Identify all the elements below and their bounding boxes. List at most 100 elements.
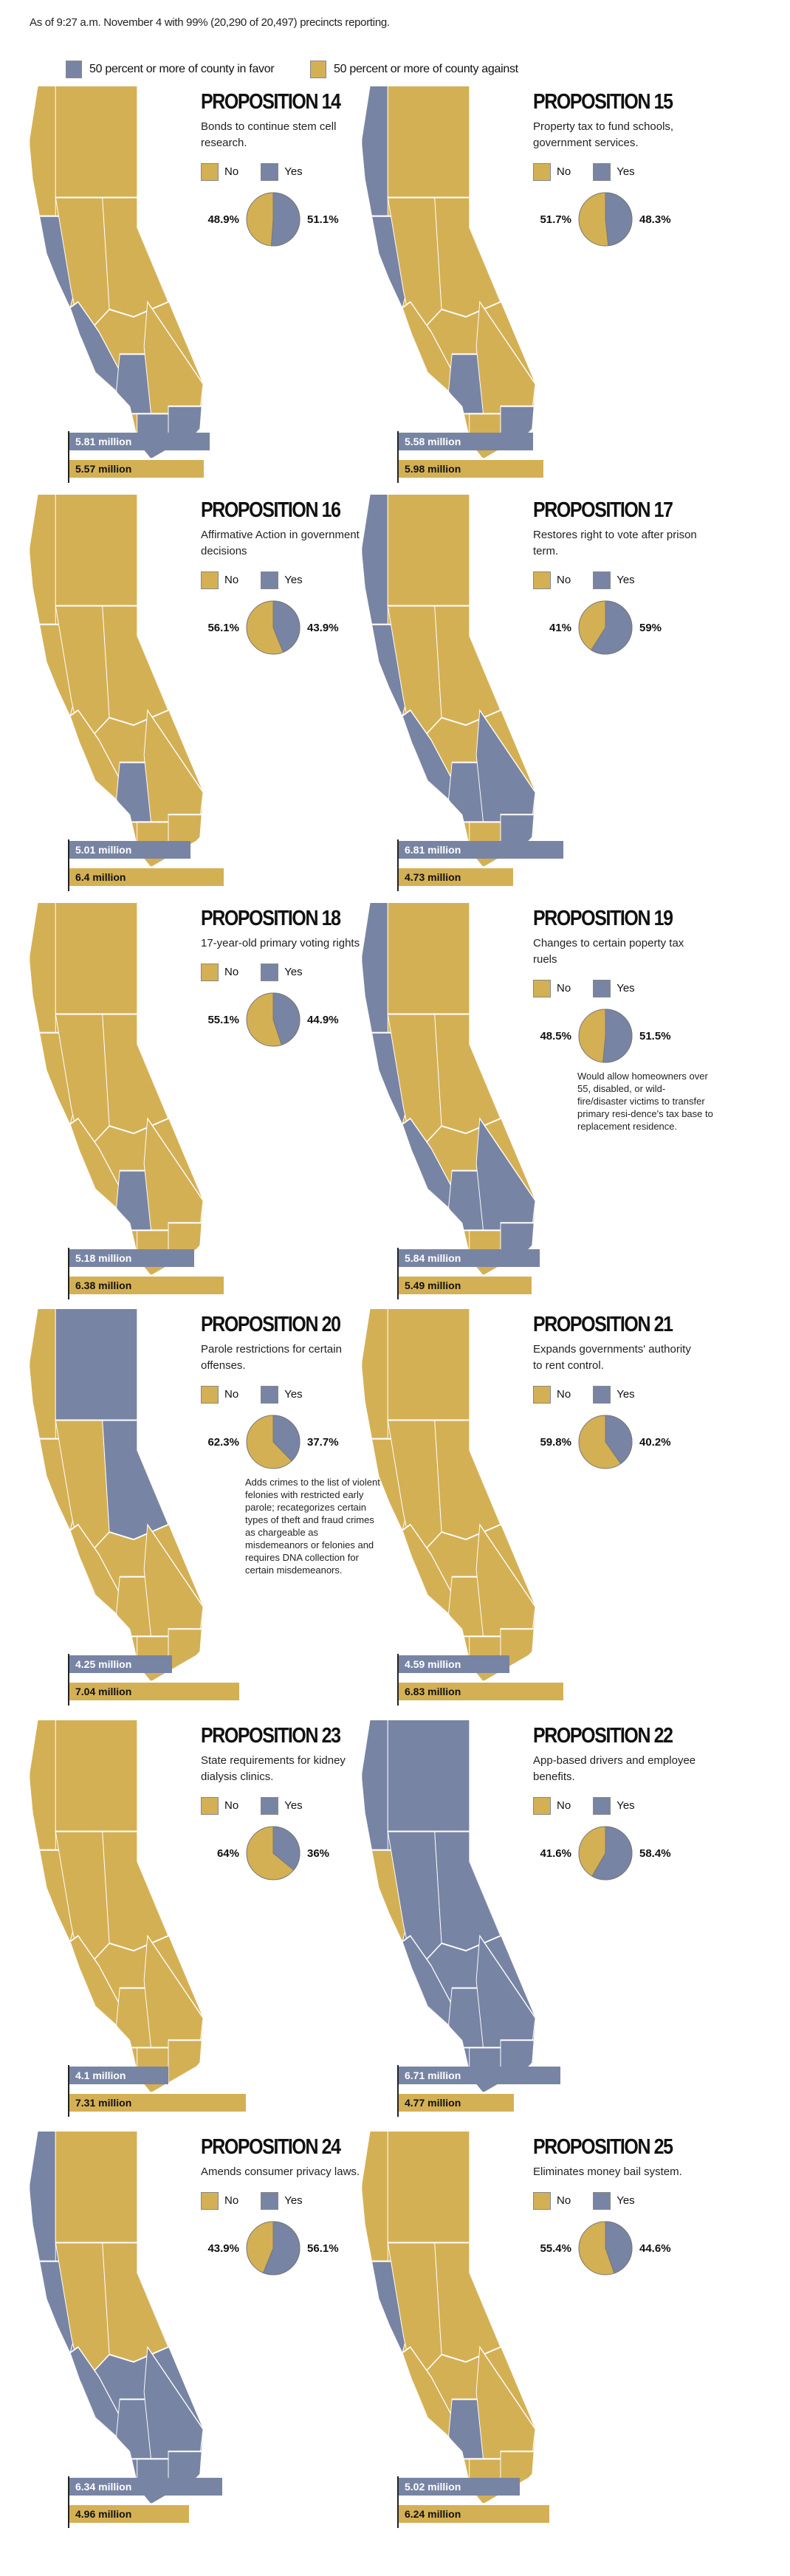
legend-yes: Yes bbox=[593, 2192, 635, 2210]
proposition-info: PROPOSITION 19 Changes to certain popert… bbox=[533, 902, 713, 1133]
yes-percent: 43.9% bbox=[307, 621, 339, 634]
legend-favor: 50 percent or more of county in favor bbox=[66, 61, 275, 78]
pie-legend: No Yes bbox=[533, 163, 699, 181]
proposition-panel: PROPOSITION 18 17-year-old primary votin… bbox=[30, 902, 399, 1310]
county-region-central-valley bbox=[387, 1830, 442, 1974]
no-label: No bbox=[224, 965, 239, 978]
county-region-central-valley bbox=[55, 1013, 110, 1157]
bar-axis bbox=[397, 1248, 399, 1299]
pie-row: 55.4% 44.6% bbox=[533, 2220, 699, 2276]
yes-votes-bar: 4.25 million bbox=[69, 1655, 172, 1673]
no-swatch bbox=[533, 2192, 551, 2210]
county-region-sierra bbox=[434, 605, 501, 727]
yes-votes-bar: 6.34 million bbox=[69, 2478, 223, 2496]
no-label: No bbox=[557, 573, 571, 586]
yes-votes-bar: 4.1 million bbox=[69, 2067, 169, 2084]
county-region-central-valley bbox=[55, 2242, 110, 2386]
proposition-title: PROPOSITION 17 bbox=[533, 498, 673, 522]
pie-slice-yes bbox=[605, 1415, 633, 1465]
pie-chart bbox=[578, 1415, 633, 1469]
no-label: No bbox=[224, 573, 239, 586]
proposition-description: App-based drivers and employee benefits. bbox=[533, 1754, 696, 1783]
proposition-description: State requirements for kidney dialysis c… bbox=[201, 1754, 346, 1783]
no-swatch bbox=[533, 1797, 551, 1815]
yes-votes-bar: 5.01 million bbox=[69, 841, 190, 859]
legend-no: No bbox=[533, 1797, 571, 1815]
yes-swatch bbox=[261, 1797, 279, 1815]
proposition-title: PROPOSITION 19 bbox=[533, 907, 673, 930]
no-votes-bar: 6.38 million bbox=[69, 1277, 224, 1294]
legend-yes: Yes bbox=[593, 980, 635, 997]
no-percent: 56.1% bbox=[207, 621, 239, 634]
pie-chart bbox=[246, 2221, 300, 2276]
yes-votes-bar: 5.18 million bbox=[69, 1249, 195, 1267]
yes-swatch bbox=[261, 964, 279, 981]
pie-legend: No Yes bbox=[201, 163, 367, 181]
proposition-description: Changes to certain poperty tax ruels bbox=[533, 937, 684, 966]
pie-legend: No Yes bbox=[201, 1797, 367, 1815]
no-votes-bar: 6.24 million bbox=[399, 2505, 550, 2523]
proposition-info: PROPOSITION 21 Expands governments' auth… bbox=[533, 1308, 699, 1470]
yes-label: Yes bbox=[616, 981, 635, 995]
county-region-central-valley bbox=[55, 1419, 110, 1563]
county-map bbox=[362, 1308, 535, 1681]
yes-swatch bbox=[261, 163, 279, 181]
no-swatch bbox=[201, 1386, 219, 1404]
pie-row: 41% 59% bbox=[533, 600, 699, 656]
proposition-title: PROPOSITION 20 bbox=[201, 1313, 341, 1336]
county-region-north-interior bbox=[55, 1308, 138, 1421]
no-percent: 51.7% bbox=[540, 213, 571, 226]
pie-slice-yes bbox=[605, 2221, 633, 2274]
no-percent: 55.4% bbox=[540, 2242, 571, 2255]
proposition-panel: PROPOSITION 25 Eliminates money bail sys… bbox=[362, 2131, 731, 2538]
yes-percent: 44.6% bbox=[639, 2242, 671, 2255]
county-region-sierra bbox=[434, 1830, 501, 1952]
pie-chart bbox=[578, 2221, 633, 2276]
county-region-north-interior bbox=[387, 1720, 470, 1833]
county-region-sierra bbox=[102, 1419, 169, 1541]
proposition-panel: PROPOSITION 16 Affirmative Action in gov… bbox=[30, 494, 399, 901]
county-region-central-valley bbox=[387, 1013, 442, 1157]
legend-yes: Yes bbox=[261, 571, 303, 589]
yes-swatch bbox=[593, 1797, 611, 1815]
proposition-title: PROPOSITION 22 bbox=[533, 1724, 673, 1748]
proposition-info: PROPOSITION 17 Restores right to vote af… bbox=[533, 494, 699, 656]
pie-row: 48.9% 51.1% bbox=[201, 191, 367, 247]
yes-votes-bar: 5.84 million bbox=[399, 1249, 540, 1267]
proposition-title: PROPOSITION 15 bbox=[533, 90, 673, 114]
bar-axis bbox=[68, 1248, 69, 1299]
no-percent: 48.9% bbox=[207, 213, 239, 226]
no-swatch bbox=[533, 1386, 551, 1404]
yes-percent: 56.1% bbox=[307, 2242, 339, 2255]
pie-row: 48.5% 51.5% bbox=[533, 1008, 699, 1064]
pie-chart bbox=[578, 1009, 633, 1063]
county-region-north-coast bbox=[30, 1308, 56, 1440]
bar-axis bbox=[68, 2065, 69, 2117]
county-region-central-valley bbox=[55, 605, 110, 749]
yes-percent: 37.7% bbox=[307, 1435, 339, 1449]
legend-no: No bbox=[201, 964, 238, 981]
legend-no: No bbox=[533, 1386, 571, 1404]
county-region-north-interior bbox=[55, 2131, 138, 2244]
no-votes-bar: 7.31 million bbox=[69, 2094, 247, 2112]
pie-legend: No Yes bbox=[533, 1797, 699, 1815]
county-region-north-coast bbox=[362, 1720, 388, 1851]
proposition-panel: PROPOSITION 22 App-based drivers and emp… bbox=[362, 1720, 731, 2127]
no-votes-bar: 6.4 million bbox=[69, 868, 224, 886]
proposition-info: PROPOSITION 24 Amends consumer privacy l… bbox=[201, 2131, 367, 2276]
county-map bbox=[30, 86, 203, 458]
against-swatch bbox=[310, 61, 326, 78]
county-region-central-valley bbox=[55, 196, 110, 340]
proposition-info: PROPOSITION 22 App-based drivers and emp… bbox=[533, 1720, 699, 1881]
pie-legend: No Yes bbox=[533, 980, 699, 997]
no-votes-bar: 6.83 million bbox=[399, 1683, 564, 1700]
no-percent: 41.6% bbox=[540, 1847, 571, 1860]
legend-no: No bbox=[533, 571, 571, 589]
no-percent: 59.8% bbox=[540, 1435, 571, 1449]
no-swatch bbox=[533, 163, 551, 181]
county-region-north-coast bbox=[30, 902, 56, 1034]
proposition-description: 17-year-old primary voting rights bbox=[201, 937, 360, 949]
yes-percent: 36% bbox=[307, 1847, 330, 1860]
yes-swatch bbox=[593, 571, 611, 589]
